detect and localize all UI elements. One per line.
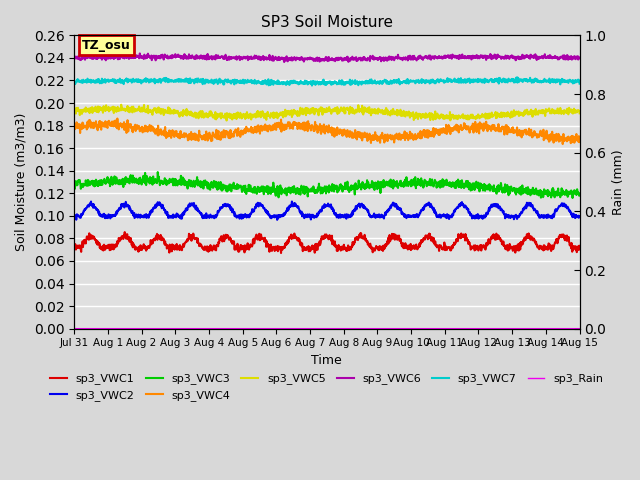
sp3_VWC1 (183, 239, 191, 244)
sp3_VWC6 (239, 54, 247, 60)
sp3_VWC1 (121, 229, 129, 235)
Text: TZ_osu: TZ_osu (82, 38, 131, 51)
Legend: sp3_VWC1, sp3_VWC2, sp3_VWC3, sp3_VWC4, sp3_VWC5, sp3_VWC6, sp3_VWC7, sp3_Rain: sp3_VWC1, sp3_VWC2, sp3_VWC3, sp3_VWC4, … (46, 369, 608, 405)
Line: sp3_VWC7: sp3_VWC7 (74, 77, 580, 85)
sp3_VWC6 (516, 54, 524, 60)
sp3_VWC4 (70, 123, 78, 129)
sp3_VWC3 (569, 195, 577, 201)
Line: sp3_VWC3: sp3_VWC3 (74, 172, 580, 198)
sp3_VWC2 (406, 213, 413, 218)
sp3_VWC6 (183, 56, 191, 61)
sp3_VWC7 (405, 78, 413, 84)
sp3_VWC4 (171, 133, 179, 139)
sp3_VWC4 (516, 128, 524, 133)
sp3_VWC3 (516, 187, 524, 193)
sp3_VWC4 (405, 133, 413, 139)
sp3_VWC7 (308, 83, 316, 88)
Line: sp3_VWC1: sp3_VWC1 (74, 232, 580, 253)
sp3_VWC1 (406, 245, 413, 251)
sp3_VWC5 (472, 116, 479, 122)
sp3_VWC2 (516, 212, 524, 217)
sp3_VWC6 (576, 55, 584, 60)
sp3_VWC4 (239, 128, 247, 134)
sp3_VWC3 (239, 183, 247, 189)
sp3_VWC3 (472, 183, 479, 189)
sp3_VWC2 (170, 213, 178, 219)
sp3_VWC5 (117, 102, 125, 108)
sp3_VWC4 (472, 119, 479, 125)
sp3_Rain (170, 326, 178, 332)
sp3_VWC4 (559, 141, 566, 147)
sp3_VWC2 (576, 214, 584, 219)
sp3_VWC7 (239, 77, 247, 83)
sp3_Rain (239, 326, 247, 332)
sp3_VWC7 (182, 79, 190, 84)
sp3_VWC7 (576, 81, 584, 86)
sp3_VWC5 (516, 112, 524, 118)
sp3_VWC3 (405, 180, 413, 186)
sp3_VWC2 (273, 217, 281, 223)
sp3_Rain (516, 326, 524, 332)
sp3_VWC7 (170, 78, 178, 84)
sp3_Rain (70, 326, 78, 332)
sp3_VWC1 (576, 243, 584, 249)
Line: sp3_VWC2: sp3_VWC2 (74, 202, 580, 220)
sp3_VWC1 (239, 247, 247, 252)
Y-axis label: Soil Moisture (m3/m3): Soil Moisture (m3/m3) (15, 113, 28, 251)
sp3_VWC7 (516, 76, 524, 82)
sp3_VWC2 (472, 213, 479, 218)
sp3_VWC3 (576, 191, 584, 196)
Title: SP3 Soil Moisture: SP3 Soil Moisture (261, 15, 393, 30)
sp3_VWC3 (171, 176, 179, 182)
X-axis label: Time: Time (312, 354, 342, 367)
sp3_Rain (576, 326, 584, 332)
sp3_VWC5 (576, 110, 584, 116)
Line: sp3_VWC4: sp3_VWC4 (74, 119, 580, 144)
sp3_VWC7 (70, 80, 78, 85)
sp3_VWC6 (280, 59, 288, 65)
sp3_VWC5 (406, 112, 413, 118)
sp3_VWC1 (277, 250, 285, 256)
sp3_VWC6 (70, 55, 78, 61)
sp3_VWC4 (576, 139, 584, 145)
sp3_VWC4 (183, 133, 191, 139)
sp3_VWC5 (223, 118, 230, 123)
sp3_VWC5 (171, 110, 179, 116)
sp3_VWC2 (239, 215, 247, 221)
sp3_VWC2 (70, 213, 78, 219)
sp3_VWC1 (171, 247, 179, 252)
sp3_VWC5 (240, 111, 248, 117)
sp3_Rain (471, 326, 479, 332)
sp3_VWC6 (123, 50, 131, 56)
sp3_VWC5 (70, 106, 78, 112)
Line: sp3_VWC5: sp3_VWC5 (74, 105, 580, 120)
sp3_VWC3 (154, 169, 161, 175)
sp3_Rain (405, 326, 413, 332)
sp3_VWC3 (70, 183, 78, 189)
sp3_VWC1 (70, 242, 78, 248)
sp3_VWC2 (288, 199, 296, 204)
sp3_VWC7 (513, 74, 521, 80)
sp3_VWC7 (472, 77, 479, 83)
sp3_VWC4 (113, 116, 121, 121)
sp3_VWC3 (183, 179, 191, 185)
Line: sp3_VWC6: sp3_VWC6 (74, 53, 580, 62)
sp3_VWC6 (472, 53, 479, 59)
sp3_Rain (182, 326, 190, 332)
sp3_VWC1 (516, 247, 524, 252)
sp3_VWC6 (406, 55, 413, 61)
sp3_VWC2 (182, 205, 190, 211)
sp3_VWC6 (171, 52, 179, 58)
Y-axis label: Rain (mm): Rain (mm) (612, 149, 625, 215)
sp3_VWC1 (472, 247, 479, 253)
sp3_VWC5 (183, 113, 191, 119)
